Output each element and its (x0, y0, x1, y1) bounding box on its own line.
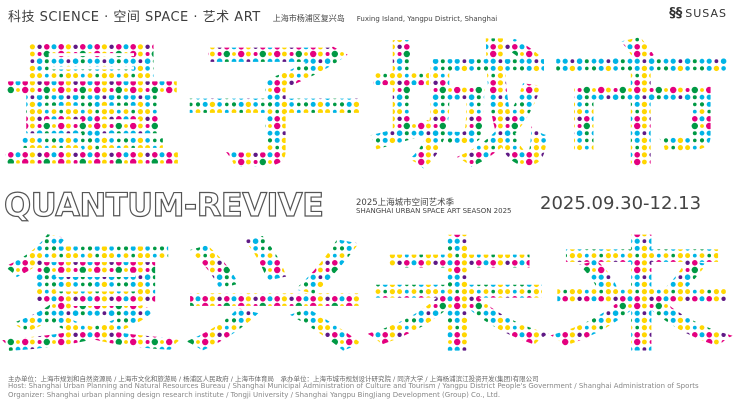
season-title-en: SHANGHAI URBAN SPACE ART SEASON 2025 (356, 207, 512, 215)
location-cn: 上海市杨浦区复兴岛 (272, 14, 345, 23)
title-bottom-dots: 复兴未来 (0, 226, 733, 368)
season-title-cn: 2025上海城市空间艺术季 (356, 198, 455, 208)
organizers-en: Host: Shanghai Urban Planning and Natura… (8, 382, 699, 399)
logo-mark-icon: §§ (669, 6, 683, 21)
header-row: 科技 SCIENCE · 空间 SPACE · 艺术 ART 上海市杨浦区复兴岛… (8, 6, 497, 25)
event-dates: 2025.09.30-12.13 (540, 193, 702, 214)
organizers-cn: 主办单位：上海市规划和自然资源局 / 上海市文化和旅游局 / 杨浦区人民政府 /… (8, 375, 539, 383)
title-top-dots: 量子城市 (0, 29, 733, 186)
location-en: Fuxing Island, Yangpu District, Shanghai (356, 15, 498, 23)
tagline: 科技 SCIENCE · 空间 SPACE · 艺术 ART (8, 10, 261, 25)
susas-logo: §§ SUSAS (669, 6, 727, 21)
english-title: QUANTUM-REVIVE (3, 186, 324, 224)
